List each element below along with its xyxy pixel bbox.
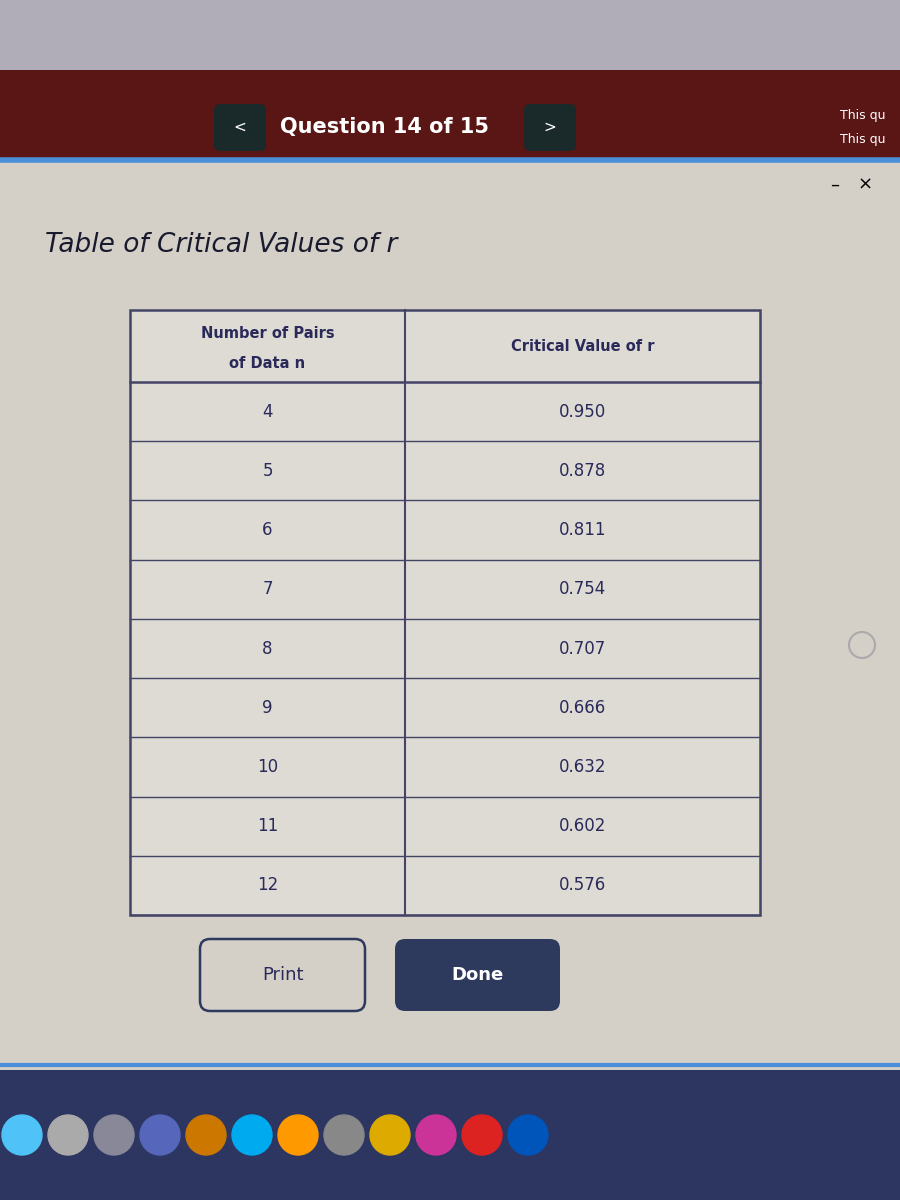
Text: Question 14 of 15: Question 14 of 15	[281, 118, 490, 138]
Text: >: >	[544, 120, 556, 134]
FancyBboxPatch shape	[395, 938, 560, 1010]
Circle shape	[278, 1115, 318, 1154]
Circle shape	[232, 1115, 272, 1154]
Text: 8: 8	[262, 640, 273, 658]
Bar	[0, 0, 900, 70]
Text: 0.707: 0.707	[559, 640, 606, 658]
Circle shape	[140, 1115, 180, 1154]
Circle shape	[324, 1115, 364, 1154]
Text: This qu: This qu	[840, 108, 885, 121]
Text: Number of Pairs: Number of Pairs	[201, 325, 334, 341]
Text: This qu: This qu	[840, 133, 885, 146]
Text: 9: 9	[262, 698, 273, 716]
Text: 11: 11	[256, 817, 278, 835]
Text: 0.878: 0.878	[559, 462, 606, 480]
Circle shape	[416, 1115, 456, 1154]
Circle shape	[48, 1115, 88, 1154]
Text: 10: 10	[256, 758, 278, 776]
Circle shape	[2, 1115, 42, 1154]
Circle shape	[94, 1115, 134, 1154]
Text: 12: 12	[256, 876, 278, 894]
Text: 6: 6	[262, 521, 273, 539]
Text: 0.811: 0.811	[559, 521, 607, 539]
Text: Print: Print	[262, 966, 303, 984]
Bar	[0, 70, 900, 160]
Text: <: <	[234, 120, 247, 134]
Text: 0.632: 0.632	[559, 758, 607, 776]
Circle shape	[462, 1115, 502, 1154]
Text: –: –	[831, 176, 840, 194]
Circle shape	[186, 1115, 226, 1154]
Text: of Data n: of Data n	[230, 356, 306, 372]
Text: 7: 7	[262, 581, 273, 599]
Text: Critical Value of r: Critical Value of r	[510, 338, 654, 354]
FancyBboxPatch shape	[200, 938, 365, 1010]
Bar	[0, 160, 900, 1070]
Text: 0.754: 0.754	[559, 581, 606, 599]
FancyBboxPatch shape	[214, 104, 266, 151]
Text: 0.950: 0.950	[559, 403, 606, 421]
Text: Table of Critical Values of r: Table of Critical Values of r	[45, 232, 398, 258]
Bar	[130, 310, 760, 914]
Text: ×: ×	[858, 176, 873, 194]
FancyBboxPatch shape	[524, 104, 576, 151]
Text: 4: 4	[262, 403, 273, 421]
Text: 0.602: 0.602	[559, 817, 607, 835]
Circle shape	[508, 1115, 548, 1154]
Bar	[0, 1070, 900, 1200]
Circle shape	[370, 1115, 410, 1154]
Text: 5: 5	[262, 462, 273, 480]
Text: Done: Done	[452, 966, 504, 984]
Text: 0.666: 0.666	[559, 698, 606, 716]
Text: 0.576: 0.576	[559, 876, 606, 894]
